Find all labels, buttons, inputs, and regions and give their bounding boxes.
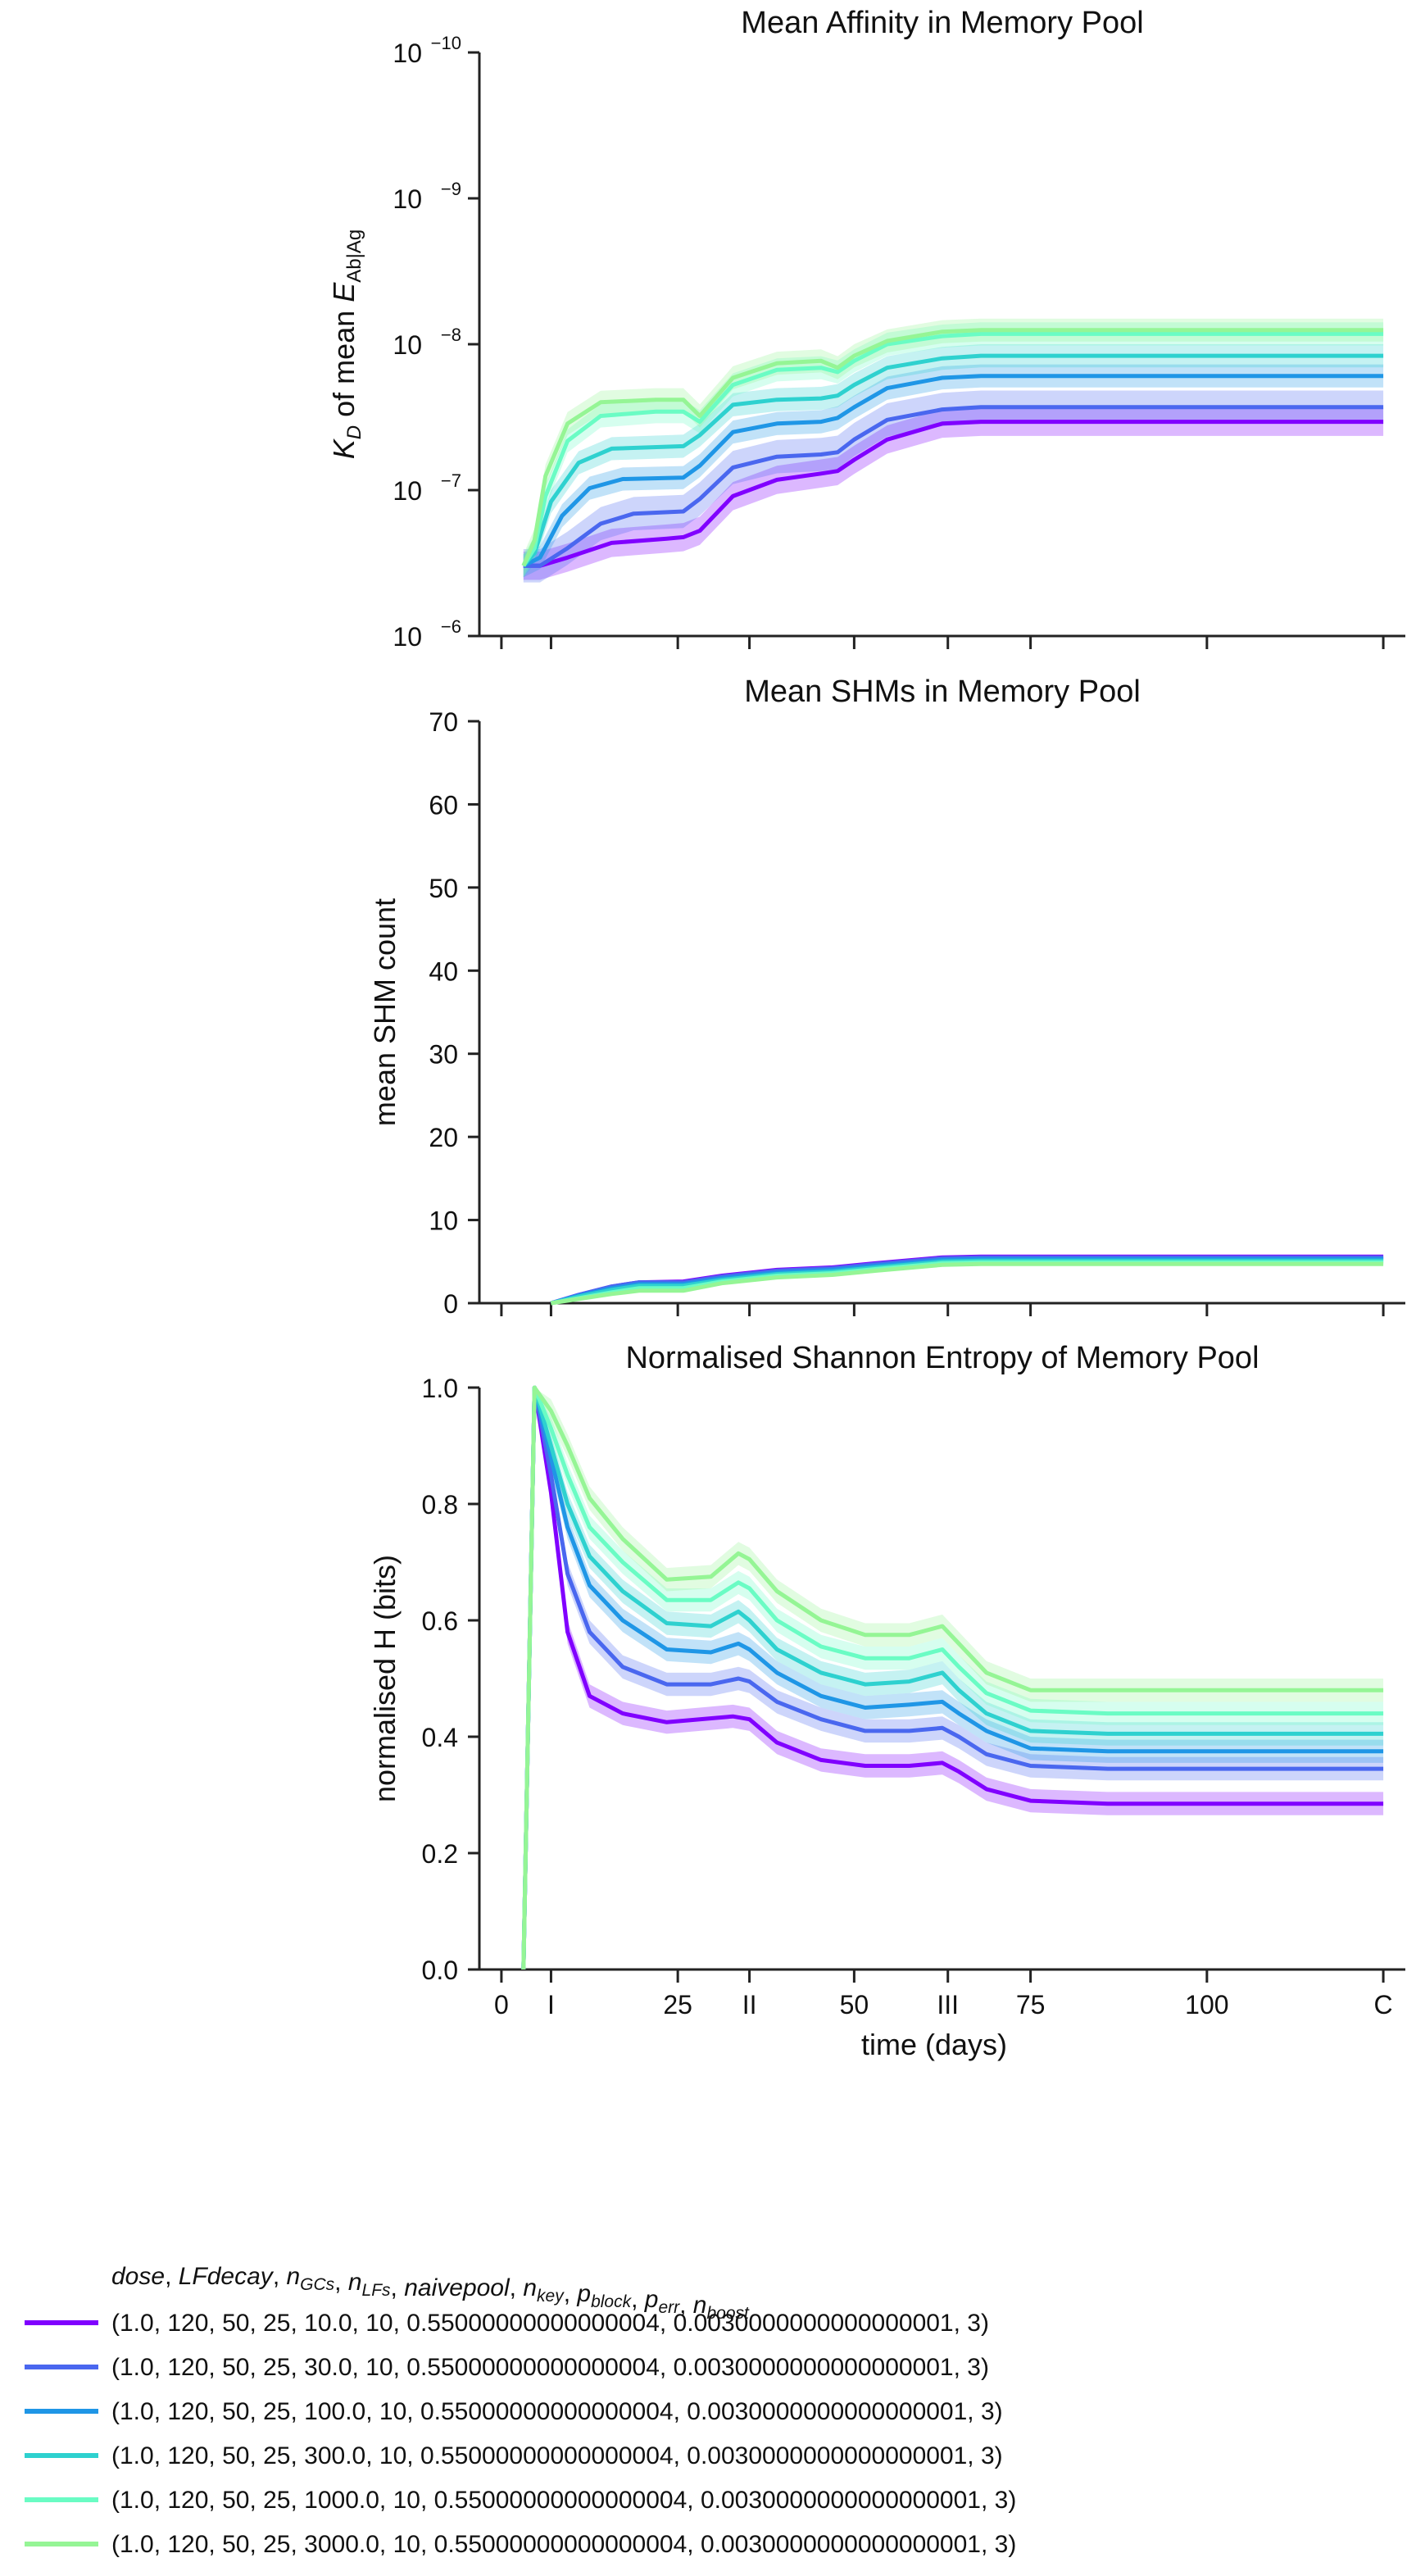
y-tick-label: 0.2 — [422, 1839, 458, 1869]
x-tick-label: II — [742, 1990, 757, 2019]
x-tick-label: 100 — [1185, 1990, 1228, 2019]
y-tick-label: 40 — [429, 956, 458, 986]
y-axis-label: KD of mean EAb|Ag — [327, 229, 365, 459]
y-tick-label: 60 — [429, 790, 458, 820]
series-band-2 — [523, 390, 1384, 583]
y-tick-label: 70 — [429, 707, 458, 737]
legend-header: dose, LFdecay, nGCs, nLFs, naivepool, nk… — [111, 2263, 750, 2323]
legend-entry-label: (1.0, 120, 50, 25, 300.0, 10, 0.55000000… — [111, 2442, 1003, 2469]
y-tick-label: 20 — [429, 1123, 458, 1152]
y-tick-label: 0 — [443, 1289, 458, 1319]
chart-title: Mean SHMs in Memory Pool — [744, 675, 1141, 709]
y-tick-label: 0.6 — [422, 1606, 458, 1636]
x-tick-label: 50 — [840, 1990, 869, 2019]
series-band-2 — [523, 1388, 1384, 1969]
y-tick-label: 1.0 — [422, 1374, 458, 1403]
series-band-1 — [523, 407, 1384, 580]
series-line-5 — [521, 1385, 1384, 1970]
chart-title: Normalised Shannon Entropy of Memory Poo… — [625, 1341, 1259, 1375]
series-line-2 — [523, 405, 1384, 568]
series-band-6 — [523, 1388, 1384, 1969]
x-tick-label: III — [937, 1990, 959, 2019]
series-band-5 — [523, 322, 1384, 578]
y-tick-label: 10 — [393, 184, 422, 214]
series-line-2 — [521, 1385, 1384, 1970]
legend-entry-label: (1.0, 120, 50, 25, 1000.0, 10, 0.5500000… — [111, 2487, 1016, 2514]
y-tick-label: 0.4 — [422, 1723, 458, 1752]
x-tick-label: C — [1374, 1990, 1393, 2019]
y-tick-exponent: −9 — [441, 179, 461, 199]
series-line-4 — [521, 353, 1384, 567]
y-tick-exponent: −10 — [431, 33, 461, 53]
legend-entry-label: (1.0, 120, 50, 25, 100.0, 10, 0.55000000… — [111, 2398, 1003, 2425]
series-line-3 — [522, 374, 1384, 568]
series-band-4 — [523, 1388, 1384, 1969]
legend-entry-label: (1.0, 120, 50, 25, 30.0, 10, 0.550000000… — [111, 2354, 989, 2381]
series-line-5 — [521, 331, 1384, 567]
y-tick-label: 0.8 — [422, 1490, 458, 1520]
y-tick-exponent: −6 — [441, 616, 461, 637]
y-tick-label: 10 — [429, 1206, 458, 1236]
y-tick-exponent: −7 — [441, 470, 461, 491]
y-axis-label: mean SHM count — [368, 898, 402, 1126]
series-line-1 — [523, 420, 1384, 568]
legend-entry-label: (1.0, 120, 50, 25, 10.0, 10, 0.550000000… — [111, 2310, 989, 2337]
legend-entry-label: (1.0, 120, 50, 25, 3000.0, 10, 0.5500000… — [111, 2531, 1016, 2558]
chart-panel-3: Normalised Shannon Entropy of Memory Poo… — [368, 1341, 1405, 2061]
x-tick-label: I — [547, 1990, 555, 2019]
y-tick-label: 0.0 — [422, 1956, 458, 1985]
series-line-3 — [521, 1385, 1384, 1970]
y-tick-label: 10 — [393, 622, 422, 652]
x-tick-label: 75 — [1016, 1990, 1046, 2019]
x-tick-label: 0 — [494, 1990, 509, 2019]
y-tick-label: 10 — [393, 39, 422, 68]
series-line-4 — [521, 1385, 1384, 1970]
y-tick-label: 30 — [429, 1040, 458, 1070]
y-tick-exponent: −8 — [441, 325, 461, 345]
y-tick-label: 50 — [429, 874, 458, 903]
series-line-1 — [521, 1385, 1384, 1970]
legend: dose, LFdecay, nGCs, nLFs, naivepool, nk… — [25, 2263, 1016, 2558]
y-tick-label: 10 — [393, 330, 422, 360]
series-line-6 — [521, 1385, 1384, 1970]
y-tick-label: 10 — [393, 476, 422, 506]
series-line-6 — [551, 1261, 1384, 1306]
y-axis-label: normalised H (bits) — [368, 1555, 402, 1802]
chart-panel-2: Mean SHMs in Memory Pool 0 10 20 30 40 50 60 70 m… — [368, 675, 1405, 1319]
series-line-6 — [521, 328, 1384, 567]
chart-title: Mean Affinity in Memory Pool — [741, 6, 1143, 40]
x-tick-label: 25 — [663, 1990, 692, 2019]
x-axis-label: time (days) — [861, 2028, 1007, 2061]
